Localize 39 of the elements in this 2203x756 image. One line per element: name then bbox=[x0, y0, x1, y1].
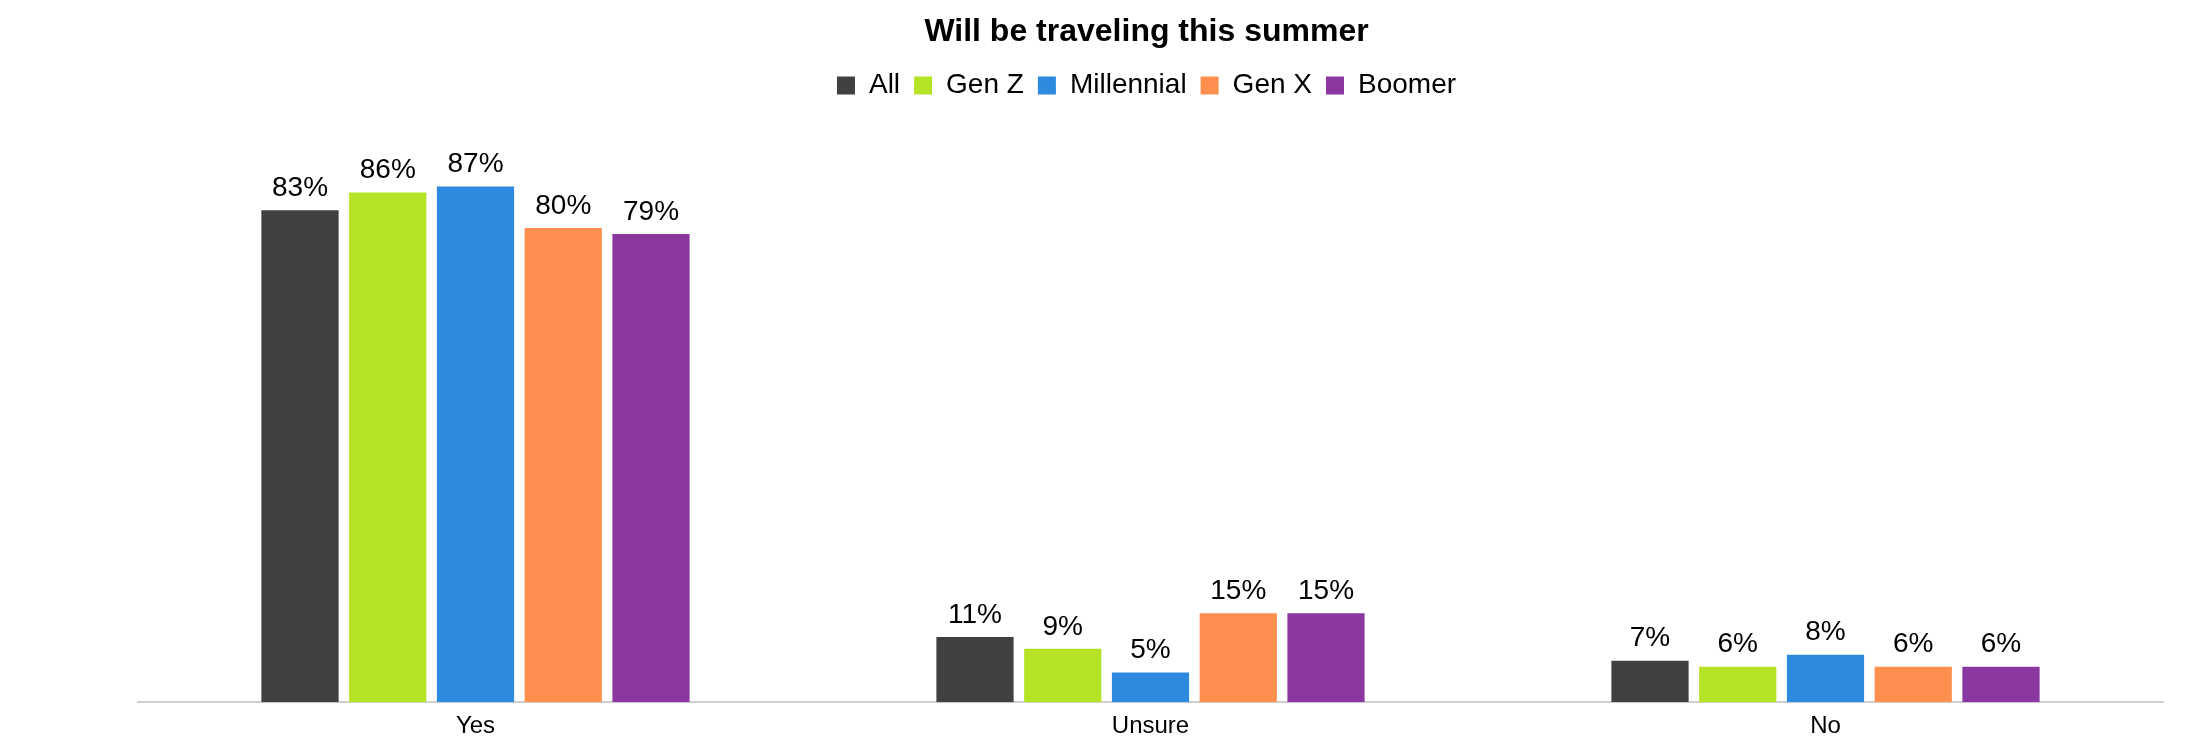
data-label: 9% bbox=[1042, 609, 1083, 641]
bar bbox=[1874, 666, 1952, 703]
bar bbox=[1024, 648, 1102, 703]
bar bbox=[261, 210, 339, 703]
bar bbox=[1699, 666, 1777, 703]
legend-label: Boomer bbox=[1357, 68, 1457, 100]
x-tick-label: No bbox=[1810, 711, 1841, 739]
legend-label: All bbox=[868, 68, 901, 100]
data-label: 6% bbox=[1717, 627, 1758, 659]
data-label: 87% bbox=[447, 147, 504, 179]
data-label: 6% bbox=[1893, 627, 1934, 659]
data-label: 11% bbox=[948, 597, 1002, 629]
bar bbox=[524, 227, 602, 703]
data-label: 79% bbox=[622, 194, 680, 226]
chart-title: Will be traveling this summer bbox=[924, 12, 1369, 49]
bar bbox=[1962, 666, 2040, 703]
bar bbox=[612, 233, 690, 703]
data-label: 5% bbox=[1130, 633, 1171, 665]
bar bbox=[1199, 613, 1277, 703]
data-label: 15% bbox=[1210, 574, 1267, 605]
legend-label: Millennial bbox=[1069, 68, 1187, 100]
bar bbox=[1786, 654, 1865, 703]
data-label: 6% bbox=[1980, 627, 2022, 659]
data-label: 83% bbox=[271, 170, 329, 202]
bar bbox=[1287, 613, 1365, 703]
data-label: 86% bbox=[359, 153, 416, 185]
x-tick-label: Unsure bbox=[1111, 711, 1190, 739]
x-tick-label: Yes bbox=[455, 711, 496, 739]
data-label: 80% bbox=[535, 188, 592, 220]
bar bbox=[349, 192, 427, 703]
data-label: 15% bbox=[1297, 574, 1355, 605]
data-label: 7% bbox=[1629, 621, 1671, 653]
legend-label: Gen X bbox=[1232, 68, 1313, 100]
data-label: 8% bbox=[1805, 615, 1846, 647]
bar bbox=[436, 186, 515, 703]
bar bbox=[1111, 672, 1190, 703]
legend-label: Gen Z bbox=[946, 68, 1024, 100]
bar bbox=[1611, 660, 1689, 703]
bar bbox=[936, 636, 1014, 703]
